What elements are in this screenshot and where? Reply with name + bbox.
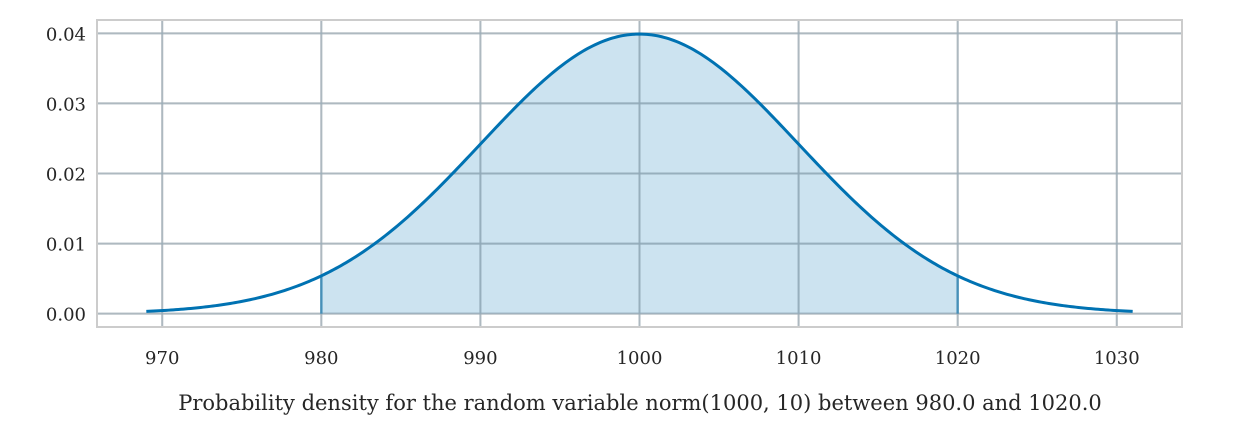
plot-frame (96, 19, 1183, 328)
shaded-area (321, 34, 958, 314)
y-tick-label: 0.01 (46, 235, 86, 256)
y-tick-label: 0.04 (46, 24, 86, 45)
grid-overlay (97, 20, 1182, 327)
x-axis-ticks: 970 980 990 1000 1010 1020 1030 (145, 348, 1140, 369)
x-tick-label: 970 (145, 348, 179, 369)
x-axis-label: Probability density for the random varia… (178, 391, 1102, 415)
x-tick-label: 980 (304, 348, 338, 369)
grid (97, 20, 1182, 327)
y-tick-label: 0.00 (46, 305, 86, 326)
y-tick-label: 0.03 (46, 94, 86, 115)
y-tick-label: 0.02 (46, 165, 86, 186)
y-axis-ticks: 0.00 0.01 0.02 0.03 0.04 (46, 24, 86, 325)
x-tick-label: 1020 (935, 348, 981, 369)
x-tick-label: 990 (463, 348, 497, 369)
density-curve (146, 32, 1133, 313)
x-tick-label: 1030 (1094, 348, 1140, 369)
x-tick-label: 1010 (776, 348, 822, 369)
x-tick-label: 1000 (617, 348, 663, 369)
